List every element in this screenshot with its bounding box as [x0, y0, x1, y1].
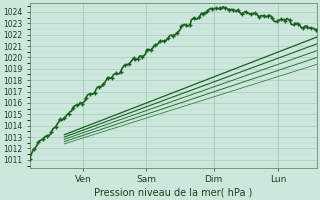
X-axis label: Pression niveau de la mer( hPa ): Pression niveau de la mer( hPa ) — [94, 187, 252, 197]
